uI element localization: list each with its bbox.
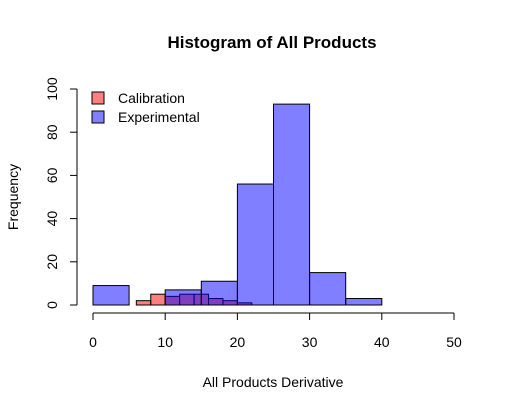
legend-label-experimental: Experimental	[118, 109, 200, 125]
bar-experimental-4	[236, 183, 274, 306]
x-tick-label: 20	[230, 334, 246, 350]
y-tick-label: 80	[44, 124, 60, 140]
legend-swatch-calibration	[91, 91, 105, 105]
legend-label-calibration: Calibration	[118, 90, 185, 106]
y-tick-label: 40	[44, 211, 60, 227]
y-tick-label: 60	[44, 167, 60, 183]
x-tick-label: 50	[446, 334, 462, 350]
y-tick-label: 20	[44, 254, 60, 270]
y-axis-label: Frequency	[5, 164, 21, 230]
axes-layer: 0 10 20 30 40 50 0 20 40 60 80 100	[44, 77, 462, 350]
legend-swatch-experimental	[91, 110, 105, 124]
bar-calibration-0	[135, 300, 152, 306]
x-tick-label: 30	[302, 334, 318, 350]
x-tick-label: 0	[89, 334, 97, 350]
bar-calibration-1	[150, 293, 166, 306]
bar-experimental-6	[309, 272, 347, 306]
bars-layer	[92, 103, 383, 306]
y-tick-label: 0	[44, 301, 60, 309]
bar-experimental-2	[164, 289, 202, 306]
bar-experimental-7	[345, 298, 383, 306]
x-tick-label: 40	[374, 334, 390, 350]
bar-experimental-5	[273, 103, 311, 306]
bar-experimental-3	[200, 280, 238, 306]
x-tick-label: 10	[157, 334, 173, 350]
chart-title: Histogram of All Products	[167, 33, 376, 52]
x-axis-label: All Products Derivative	[203, 374, 344, 390]
y-tick-label: 100	[44, 77, 60, 101]
bar-experimental-0	[92, 285, 130, 306]
legend: Calibration Experimental	[91, 90, 200, 125]
